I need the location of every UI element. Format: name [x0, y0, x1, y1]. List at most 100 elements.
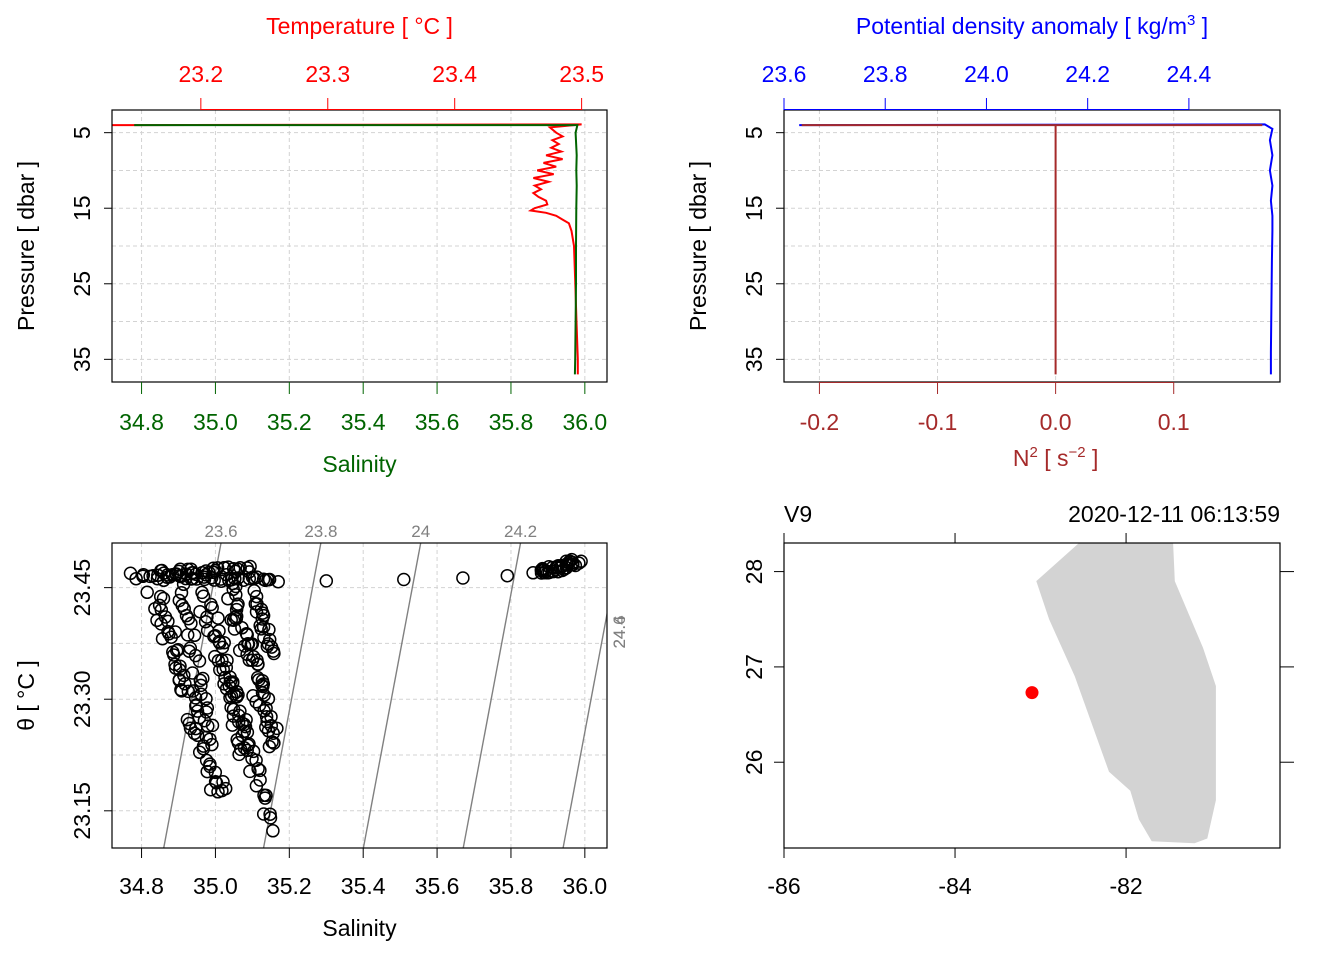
data-point	[179, 608, 194, 623]
x-tick-label: -82	[1109, 873, 1142, 899]
data-point	[177, 668, 191, 683]
data-point	[255, 606, 270, 620]
panel-temperature-salinity: 5 15 25 35 Pressure [ dbar ] 23.2 23.3 23.4 23.5…	[13, 13, 608, 477]
y-tick-label: 5	[69, 126, 95, 139]
top-axis-label: Temperature [ °C ]	[266, 13, 453, 39]
data-point	[154, 563, 168, 578]
top-tick-label: 23.8	[863, 61, 908, 87]
data-point	[258, 791, 272, 805]
data-point	[129, 571, 143, 586]
bottom-tick-label: 35.2	[267, 409, 312, 435]
density-line	[799, 123, 1274, 375]
bottom-axis-label: Salinity	[322, 451, 397, 477]
data-point	[215, 640, 230, 655]
data-point	[192, 745, 207, 760]
data-point	[226, 702, 241, 717]
isopycnal-label: 24.2	[504, 522, 537, 541]
x-tick-label: 35.6	[415, 873, 460, 899]
top-axis-label: Potential density anomaly [ kg/m3 ]	[856, 12, 1208, 39]
isopycnal-label: 24	[411, 522, 430, 541]
y-axis-label: Pressure [ dbar ]	[13, 161, 39, 331]
data-point	[256, 572, 271, 587]
data-point	[190, 728, 205, 743]
station-datetime: 2020-12-11 06:13:59	[1068, 501, 1280, 527]
bottom-tick-label: 35.6	[415, 409, 460, 435]
data-point	[249, 779, 264, 793]
data-point	[164, 630, 178, 644]
data-point	[246, 744, 261, 759]
data-point	[233, 561, 247, 575]
data-point	[227, 622, 242, 636]
data-point	[194, 678, 208, 693]
isopycnal-label: 24.4	[610, 615, 629, 648]
bottom-tick-label: -0.2	[800, 409, 840, 435]
data-point	[456, 571, 470, 585]
data-point	[230, 690, 244, 704]
data-point	[174, 585, 189, 600]
y-axis-label: Pressure [ dbar ]	[685, 161, 711, 331]
y-tick-label: 27	[741, 654, 767, 680]
data-point	[173, 659, 187, 673]
y-tick-label: 25	[69, 271, 95, 297]
data-point	[232, 643, 247, 658]
data-point	[266, 824, 280, 838]
top-tick-label: 24.0	[964, 61, 1009, 87]
data-point	[229, 579, 243, 594]
data-point	[500, 568, 515, 583]
data-point	[193, 673, 208, 688]
isopycnal-line	[562, 610, 607, 848]
station-marker	[1025, 686, 1039, 700]
data-point	[249, 695, 263, 709]
x-tick-label: 35.8	[489, 873, 534, 899]
data-point	[216, 662, 230, 677]
data-point	[136, 568, 151, 582]
panel-station-map: -86 -84 -82 26 27 28 V9 2020-12-11 06:13:59	[741, 501, 1294, 899]
data-point	[264, 709, 278, 724]
map-frame	[783, 542, 1281, 849]
data-point	[266, 726, 280, 740]
bottom-tick-label: 36.0	[562, 409, 607, 435]
data-point	[254, 622, 268, 636]
data-point	[140, 585, 154, 600]
bottom-tick-label: 0.0	[1040, 409, 1072, 435]
panel-ts-diagram: 23.6 23.8 24 24.2 24.424.6 23.15 23.30 23.45 θ […	[13, 522, 629, 941]
x-tick-label: 35.2	[267, 873, 312, 899]
data-point	[173, 562, 187, 577]
top-tick-label: 23.4	[432, 61, 477, 87]
data-point	[572, 556, 586, 570]
data-point	[150, 613, 164, 628]
x-tick-label: -84	[938, 873, 971, 899]
data-point	[208, 765, 223, 780]
data-point	[221, 591, 235, 606]
y-tick-label: 28	[741, 559, 767, 585]
data-point	[224, 689, 239, 704]
station-label: V9	[784, 501, 812, 527]
data-point	[155, 631, 170, 646]
bottom-tick-label: -0.1	[918, 409, 958, 435]
isopycnal-label: 23.8	[304, 522, 337, 541]
top-tick-label: 24.2	[1065, 61, 1110, 87]
bottom-axis-label: N2 [ s−2 ]	[1013, 444, 1099, 471]
data-point	[192, 654, 207, 668]
x-tick-label: -86	[767, 873, 800, 899]
top-tick-label: 24.4	[1167, 61, 1212, 87]
bottom-tick-label: 35.4	[341, 409, 386, 435]
x-tick-label: 36.0	[562, 873, 607, 899]
salinity-line	[134, 124, 579, 375]
y-tick-label: 23.30	[69, 670, 95, 728]
data-point	[205, 718, 220, 733]
data-point	[247, 584, 261, 598]
x-axis-label: Salinity	[322, 915, 397, 941]
data-point	[574, 554, 588, 569]
data-point	[271, 574, 285, 589]
top-tick-label: 23.5	[559, 61, 604, 87]
y-tick-label: 26	[741, 749, 767, 775]
data-point	[235, 621, 249, 635]
data-point	[176, 577, 191, 592]
data-point	[202, 565, 216, 580]
data-point	[154, 617, 168, 631]
y-tick-label: 15	[741, 195, 767, 221]
y-tick-label: 23.15	[69, 782, 95, 840]
data-point	[251, 657, 265, 672]
